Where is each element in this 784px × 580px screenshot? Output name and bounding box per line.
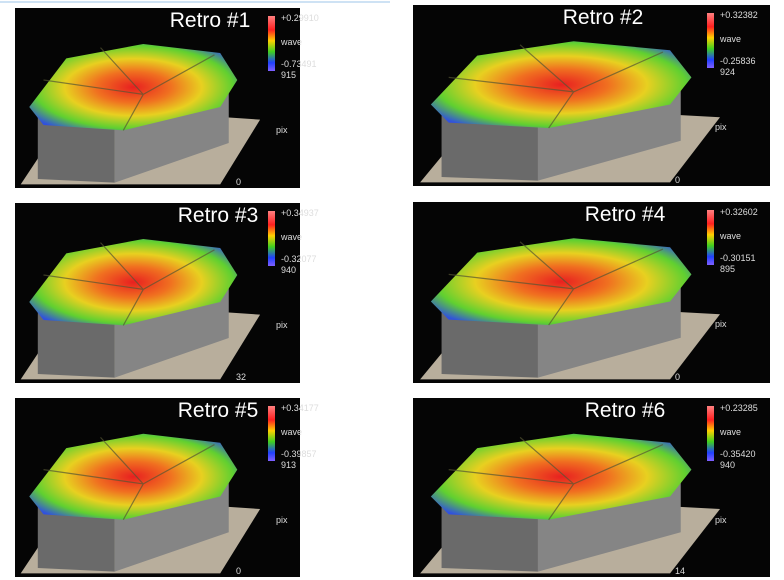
colorbar-max: +0.23285 (720, 403, 758, 413)
colorbar-max: +0.29910 (281, 13, 319, 23)
sample-count: 913 (281, 460, 296, 470)
colorbar (268, 406, 275, 461)
axis-label: pix (276, 125, 288, 135)
axis-label: pix (715, 122, 727, 132)
colorbar (707, 13, 714, 68)
axis-value: 0 (236, 177, 241, 187)
axis-label: pix (715, 319, 727, 329)
colorbar (707, 210, 714, 265)
colorbar-max: +0.34937 (281, 208, 319, 218)
colorbar (268, 16, 275, 71)
axis-value: 0 (675, 175, 680, 185)
colorbar (268, 211, 275, 266)
axis-value: 32 (236, 372, 246, 382)
axis-value: 14 (675, 566, 685, 576)
figure: +0.29910 wave -0.73491915 pix 0 Retro #1 +0.32… (0, 0, 784, 580)
colorbar-unit: wave (280, 427, 302, 437)
axis-value: 0 (675, 372, 680, 382)
colorbar-max: +0.34177 (281, 403, 319, 413)
colorbar (707, 406, 714, 461)
panel-title: Retro #3 (178, 204, 259, 227)
colorbar-unit: wave (280, 37, 302, 47)
colorbar-min: -0.39857 (281, 449, 317, 459)
colorbar-min: -0.73491 (281, 59, 317, 69)
colorbar-max: +0.32382 (720, 10, 758, 20)
colorbar-min: -0.25836 (720, 56, 756, 66)
panel-title: Retro #5 (178, 399, 259, 422)
sample-count: 924 (720, 67, 735, 77)
panel-title: Retro #1 (170, 9, 251, 32)
panel-title: Retro #4 (585, 203, 666, 226)
sample-count: 895 (720, 264, 735, 274)
axis-label: pix (715, 515, 727, 525)
colorbar-unit: wave (719, 231, 741, 241)
colorbar-min: -0.35420 (720, 449, 756, 459)
panel-title: Retro #6 (585, 399, 666, 422)
axis-label: pix (276, 320, 288, 330)
panel-title: Retro #2 (563, 6, 644, 29)
colorbar-unit: wave (280, 232, 302, 242)
sample-count: 940 (720, 460, 735, 470)
axis-label: pix (276, 515, 288, 525)
colorbar-min: -0.32077 (281, 254, 317, 264)
colorbar-min: -0.30151 (720, 253, 756, 263)
colorbar-unit: wave (719, 34, 741, 44)
sample-count: 940 (281, 265, 296, 275)
axis-value: 0 (236, 566, 241, 576)
colorbar-max: +0.32602 (720, 207, 758, 217)
colorbar-unit: wave (719, 427, 741, 437)
sample-count: 915 (281, 70, 296, 80)
